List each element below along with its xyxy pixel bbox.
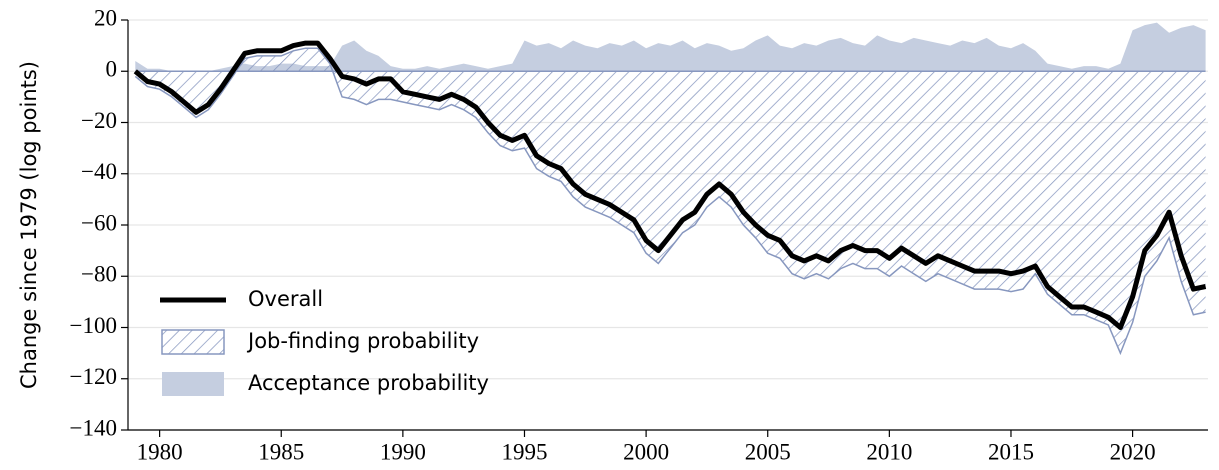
x-tick-label: 2000 [623, 439, 669, 464]
acceptance-area [135, 22, 1206, 72]
job-finding-edge [134, 47, 1206, 356]
job-finding-area [135, 48, 1206, 354]
y-tick-label: −140 [70, 415, 117, 440]
y-axis-label: Change since 1979 (log points) [17, 61, 41, 389]
x-tick-label: 1985 [258, 439, 304, 464]
y-tick-label: −120 [70, 364, 117, 389]
x-tick-label: 1995 [501, 439, 547, 464]
y-tick-label: −60 [81, 210, 117, 235]
y-tick-label: 0 [106, 57, 118, 82]
overall-line [133, 40, 1207, 330]
y-tick-label: 20 [94, 5, 117, 30]
legend-swatch [161, 329, 225, 355]
legend-label: Job-finding probability [246, 329, 479, 353]
x-tick-label: 1980 [137, 439, 183, 464]
y-tick-label: −40 [81, 159, 117, 184]
y-tick-label: −80 [81, 262, 117, 287]
x-tick-label: 2015 [988, 439, 1034, 464]
y-tick-label: −20 [81, 108, 117, 133]
x-tick-label: 2020 [1110, 439, 1156, 464]
y-tick-label: −100 [70, 313, 117, 338]
x-tick-label: 2010 [866, 439, 912, 464]
legend-swatch [162, 372, 224, 396]
x-tick-label: 2005 [745, 439, 791, 464]
legend-label: Overall [248, 287, 323, 311]
legend-label: Acceptance probability [248, 371, 489, 395]
x-tick-label: 1990 [380, 439, 426, 464]
